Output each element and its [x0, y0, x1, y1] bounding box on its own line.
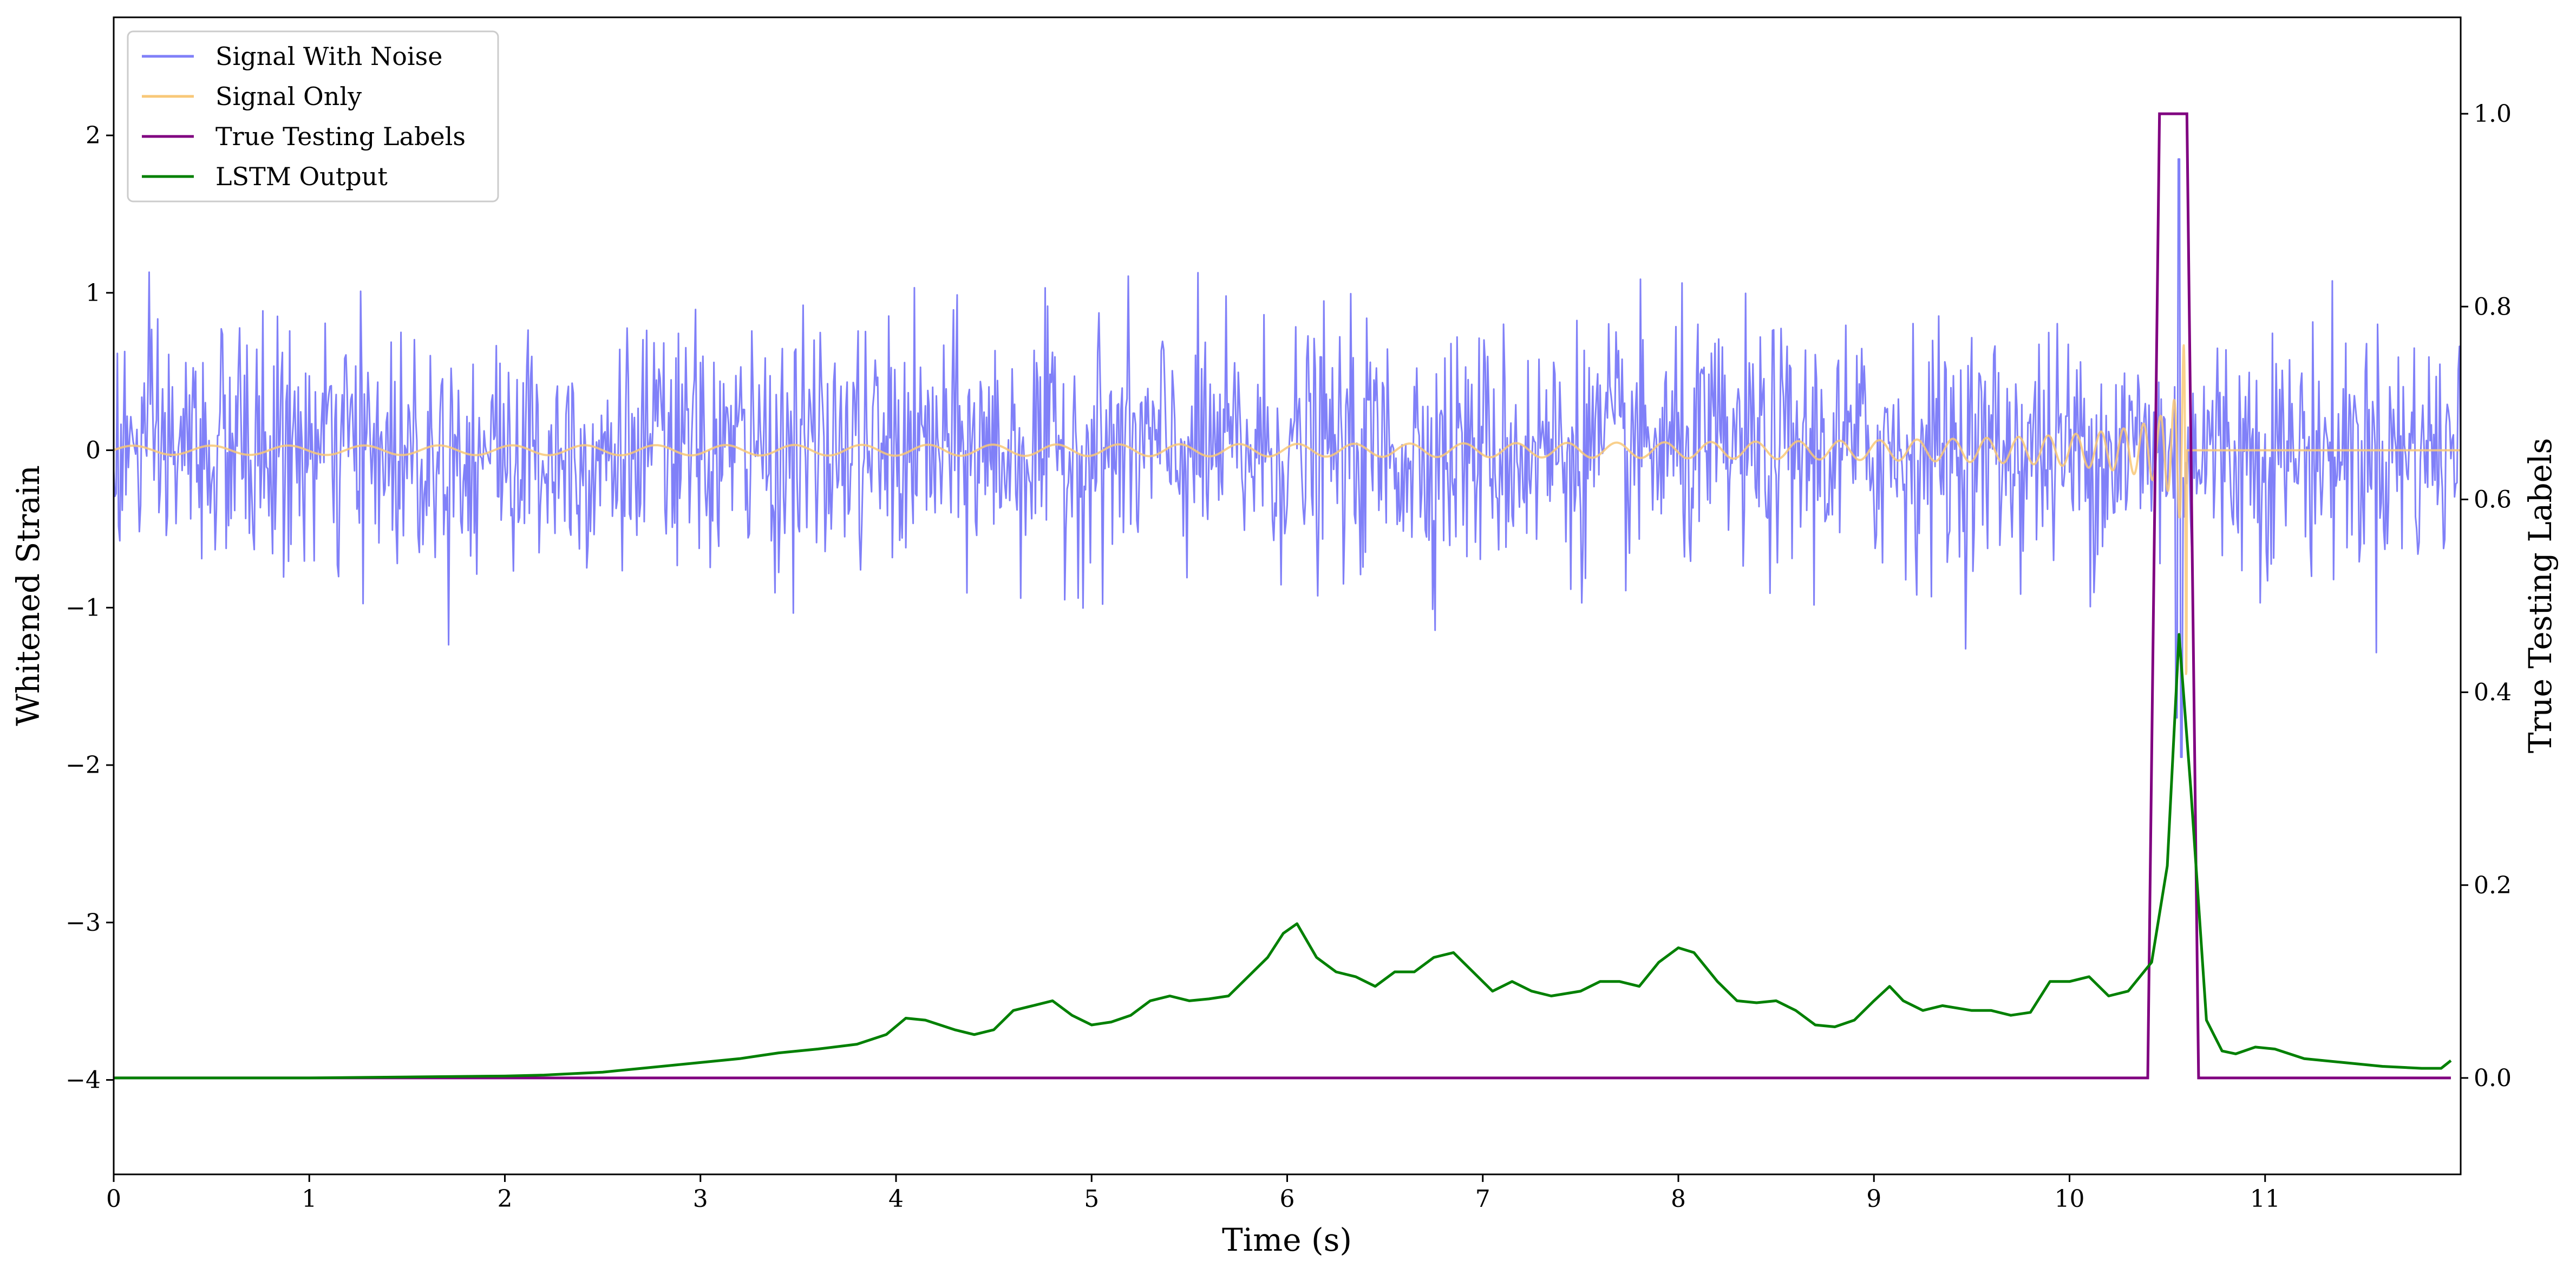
legend-item-lstm-output-label: LSTM Output: [215, 162, 388, 191]
y-axis-right: 1.0 0.8 0.6 0.4 0.2 0.0: [2461, 100, 2512, 1092]
y-axis-title-right: True Testing Labels: [2522, 438, 2559, 753]
x-axis-title: Time (s): [1222, 1221, 1352, 1258]
y-tick-label-left: −2: [66, 752, 101, 779]
y-tick-label-right: 0.0: [2474, 1064, 2512, 1092]
x-tick-label: 4: [888, 1185, 904, 1213]
x-tick-label: 1: [302, 1185, 317, 1213]
y-tick-label-left: −1: [66, 594, 101, 622]
x-tick-label: 7: [1475, 1185, 1490, 1213]
y-axis-left: 2 1 0 −1 −2 −3 −4: [66, 122, 114, 1094]
legend: Signal With Noise Signal Only True Testing…: [127, 30, 499, 202]
series-signal-with-noise: [114, 158, 2461, 758]
x-tick-label: 2: [498, 1185, 513, 1213]
y-tick-label-right: 0.4: [2474, 679, 2512, 707]
x-tick-label: 5: [1084, 1185, 1099, 1213]
y-tick-label-left: −3: [66, 909, 101, 937]
y-tick-label-right: 0.6: [2474, 486, 2512, 513]
y-axis-title-left: Whitened Strain: [10, 465, 47, 726]
y-tick-label-right: 0.8: [2474, 293, 2512, 321]
y-tick-label-left: 1: [86, 279, 101, 307]
legend-item-true-testing-labels-label: True Testing Labels: [215, 122, 466, 151]
series-true-testing-labels: [114, 112, 2451, 1080]
legend-item-signal-with-noise-label: Signal With Noise: [215, 42, 442, 71]
y-tick-label-left: 2: [86, 122, 101, 149]
y-tick-label-right: 1.0: [2474, 100, 2512, 128]
series-signal-only: [114, 344, 2461, 675]
x-tick-label: 9: [1866, 1185, 1881, 1213]
series-layer: [114, 112, 2461, 1080]
legend-box: [127, 30, 499, 202]
y-tick-label-left: −4: [66, 1067, 101, 1094]
x-axis: 0 1 2 3 4 5 6 7 8 9 10 11: [106, 1174, 2280, 1213]
y-tick-label-left: 0: [86, 437, 101, 465]
x-tick-label: 6: [1280, 1185, 1295, 1213]
x-tick-label: 10: [2055, 1185, 2085, 1213]
x-tick-label: 8: [1671, 1185, 1686, 1213]
x-tick-label: 11: [2250, 1185, 2280, 1213]
y-tick-label-right: 0.2: [2474, 872, 2512, 899]
x-tick-label: 0: [106, 1185, 121, 1213]
x-tick-label: 3: [693, 1185, 708, 1213]
series-lstm-output: [114, 633, 2452, 1080]
legend-item-signal-only-label: Signal Only: [215, 82, 362, 111]
